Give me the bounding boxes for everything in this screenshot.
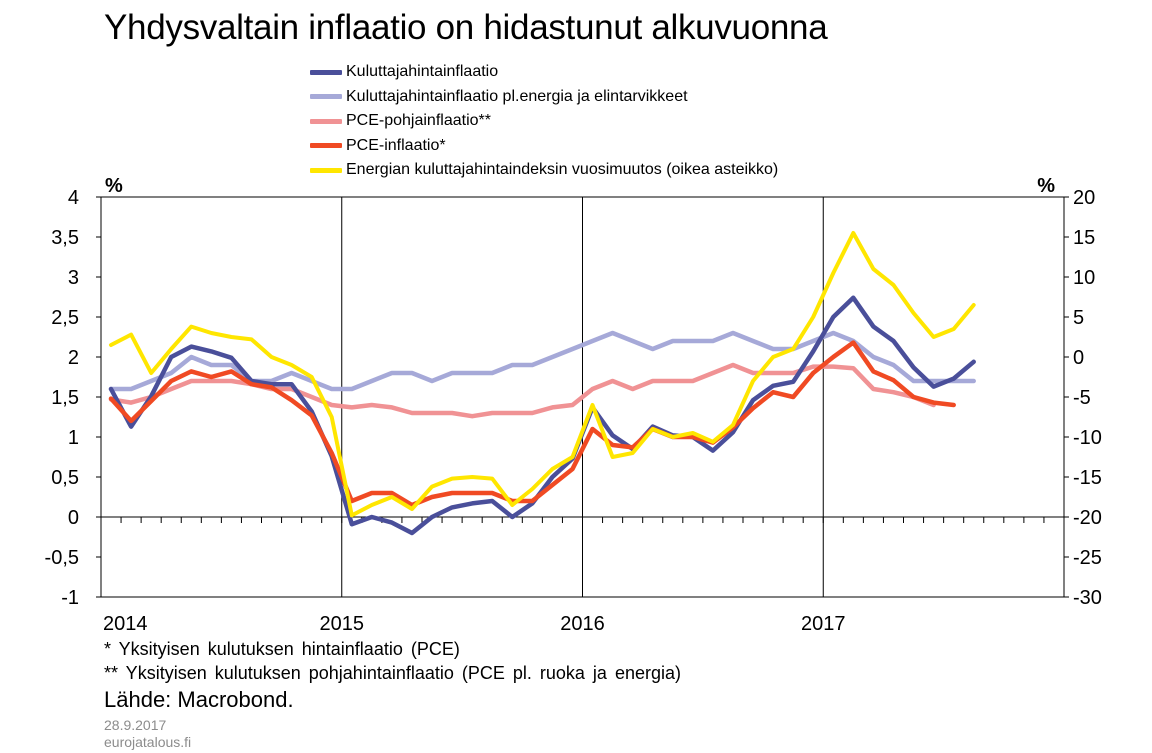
chart-title: Yhdysvaltain inflaatio on hidastunut alk… [104,8,828,47]
legend-swatch [310,143,342,149]
left-tick-label: 2,5 [51,307,79,329]
right-tick-label: 20 [1073,187,1095,209]
legend: Kuluttajahintainflaatio Kuluttajahintainf… [310,60,778,183]
right-tick-label: 15 [1073,227,1095,249]
left-tick-label: -0,5 [45,547,79,569]
left-tick-label: 0,5 [51,467,79,489]
right-tick-label: -5 [1073,387,1091,409]
left-tick-label: 4 [68,187,79,209]
legend-item: PCE-inflaatio* [310,134,778,159]
series-line [108,295,976,536]
right-tick-label: -25 [1073,547,1102,569]
right-unit-label: % [1037,175,1055,197]
left-unit-label: % [105,175,123,197]
series-line [109,231,976,518]
legend-label: PCE-inflaatio* [346,136,446,154]
site-name: eurojatalous.fi [104,734,192,750]
legend-label: Kuluttajahintainflaatio [346,63,499,81]
legend-label: PCE-pohjainflaatio** [346,112,491,130]
right-tick-label: 5 [1073,307,1084,329]
left-tick-label: 3,5 [51,227,79,249]
left-tick-label: 1,5 [51,387,79,409]
left-tick-label: 3 [68,267,79,289]
legend-item: Kuluttajahintainflaatio [310,60,778,85]
right-tick-label: -10 [1073,427,1102,449]
legend-item: Kuluttajahintainflaatio pl.energia ja el… [310,85,778,110]
legend-item: PCE-pohjainflaatio** [310,109,778,134]
x-tick-label: 2016 [560,613,605,635]
x-tick-label: 2014 [103,613,148,635]
left-tick-label: 1 [68,427,79,449]
series-line [108,340,956,508]
left-tick-label: 0 [68,507,79,529]
legend-swatch [310,69,342,75]
right-tick-label: 0 [1073,347,1084,369]
footnote-pce: * Yksityisen kulutuksen hintainflaatio (… [104,639,460,659]
legend-swatch [310,94,342,100]
x-tick-label: 2017 [801,613,846,635]
left-tick-label: -1 [61,587,79,609]
left-tick-label: 2 [68,347,79,369]
right-tick-label: -15 [1073,467,1102,489]
right-tick-label: 10 [1073,267,1095,289]
right-tick-label: -20 [1073,507,1102,529]
legend-swatch [310,118,342,124]
legend-label: Energian kuluttajahintaindeksin vuosimuu… [346,161,779,179]
right-tick-label: -30 [1073,587,1102,609]
legend-label: Kuluttajahintainflaatio pl.energia ja el… [346,87,688,105]
footnote-core-pce: ** Yksityisen kulutuksen pohjahintainfla… [104,663,681,683]
publication-date: 28.9.2017 [104,717,167,733]
legend-item: Energian kuluttajahintaindeksin vuosimuu… [310,158,778,183]
legend-swatch [310,167,342,173]
source-label: Lähde: Macrobond. [104,687,294,712]
x-tick-label: 2015 [320,613,365,635]
